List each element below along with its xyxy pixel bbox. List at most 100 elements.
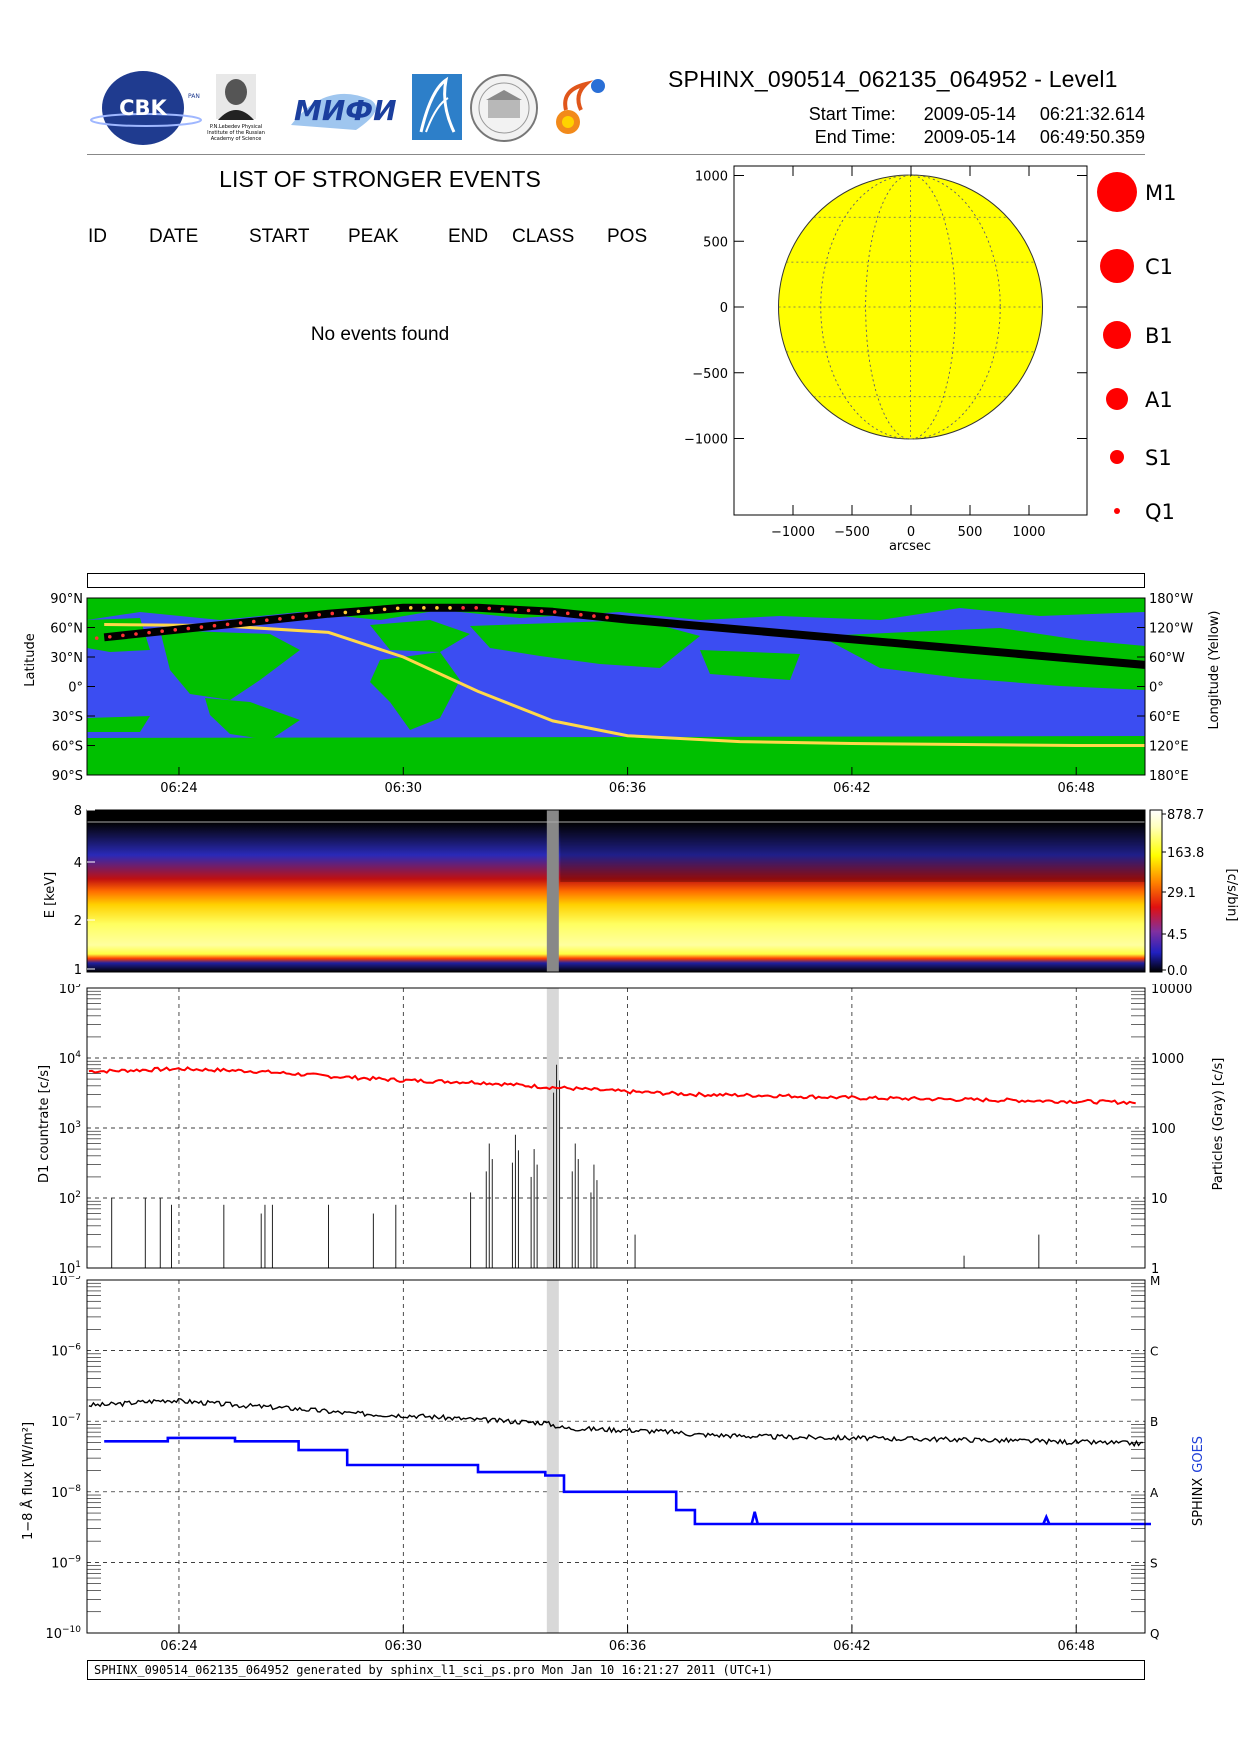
- start-time: 06:21:32.614: [1039, 104, 1145, 124]
- sun-ytick-label: −1000: [684, 433, 728, 448]
- sun-ytick-label: 500: [703, 235, 728, 250]
- flux-class-label: Q: [1150, 1627, 1159, 1641]
- orbit-lon-label: 120°W: [1149, 622, 1193, 637]
- sun-ytick-label: −500: [692, 367, 728, 382]
- flux-class-label: M: [1150, 1276, 1160, 1288]
- orbit-lat-label: 60°S: [52, 740, 83, 755]
- orbit-event-dot: [121, 633, 125, 638]
- countrate-gap-band: [546, 988, 559, 1268]
- countrate-ylabel-right: Particles (Gray) [c/s]: [1211, 1058, 1226, 1191]
- lebedev-logo: P.N.Lebedev Physical Institute of the Ru…: [207, 74, 265, 142]
- svg-text:МИФИ: МИФИ: [294, 94, 397, 127]
- orbit-lon-label: 180°W: [1149, 592, 1193, 607]
- colorbar-tick-label: 163.8: [1167, 846, 1204, 861]
- orbit-event-dot: [265, 618, 269, 623]
- sphinx-flux-line: [88, 1397, 1144, 1448]
- orbit-event-dot: [552, 610, 557, 614]
- end-date: 2009-05-14: [923, 127, 1016, 147]
- size-legend-dot: [1114, 508, 1120, 514]
- orbit-lon-label: 180°E: [1149, 769, 1189, 784]
- flux-time-label: 06:30: [385, 1639, 422, 1654]
- colorbar-tick-label: 878.7: [1167, 808, 1204, 823]
- flux-class-label: C: [1150, 1345, 1158, 1359]
- page-title: SPHINX_090514_062135_064952 - Level1: [668, 66, 1118, 92]
- orbit-event-dot: [304, 614, 308, 618]
- svg-text:P.N.Lebedev Physical: P.N.Lebedev Physical: [210, 124, 262, 130]
- goes-flux-line: [104, 1436, 1151, 1526]
- spectrogram-data-gap: [546, 810, 559, 972]
- flux-class-label: B: [1150, 1415, 1158, 1429]
- svg-text:CBK: CBK: [119, 96, 167, 120]
- countrate-ytick-label-base: 10: [59, 1262, 76, 1276]
- orbit-event-dot: [291, 615, 295, 620]
- header-rule: [87, 154, 1145, 155]
- orbit-event-dot: [238, 621, 243, 625]
- flux-ytick-label-exp: −7: [68, 1413, 81, 1423]
- orbit-event-dot: [186, 626, 191, 631]
- flux-ytick-label: 10−5: [51, 1276, 81, 1289]
- flux-ytick-label-exp: −9: [68, 1554, 82, 1564]
- col-pos: POS: [607, 226, 648, 247]
- orbit-event-dot: [422, 606, 426, 610]
- orbit-lat-label: 90°N: [50, 592, 83, 607]
- orbit-event-dot: [513, 608, 518, 612]
- orbit-land: [87, 736, 1145, 775]
- countrate-ytick-label: 102: [59, 1190, 81, 1207]
- orbit-land: [160, 630, 300, 700]
- sun-xtick-label: 0: [907, 525, 915, 540]
- sun-xtick-label: −1000: [771, 525, 815, 540]
- size-legend-dot: [1100, 249, 1134, 283]
- sun-map: −1000 −500 0 500 1000 1000 500 0 −500 −1000 arcse…: [684, 165, 1088, 554]
- mifi-logo: МИФИ: [291, 93, 397, 130]
- flux-class-label: S: [1150, 1556, 1158, 1570]
- orbit-event-dot: [212, 623, 217, 628]
- countrate-ytick-label-exp: 1: [75, 1260, 81, 1270]
- sun-xtick-label: −500: [834, 525, 870, 540]
- countrate-ytick-right-label: 1000: [1151, 1052, 1184, 1067]
- flux-ytick-label-exp: −10: [62, 1625, 81, 1635]
- orbit-frame: [86, 597, 1146, 776]
- flux-time-label: 06:48: [1057, 1639, 1094, 1654]
- orbit-header-box: [87, 573, 1145, 588]
- col-date: DATE: [149, 226, 199, 247]
- flux-class-label: A: [1150, 1486, 1159, 1500]
- flux-panel: 1−8 Å flux [W/m²] SPHINXGOES 10−510−610−…: [20, 1276, 1206, 1654]
- orbit-event-dot: [278, 617, 282, 621]
- orbit-time-label: 06:42: [833, 781, 870, 796]
- countrate-ylabel-left: D1 countrate [c/s]: [37, 1065, 52, 1183]
- orbit-event-dot: [134, 632, 138, 636]
- countrate-ytick-label-base: 10: [59, 1192, 76, 1207]
- spectrogram-shade: [560, 822, 1145, 882]
- orbit-event-dot: [461, 606, 465, 610]
- colorbar-tick-label: 0.0: [1167, 964, 1188, 979]
- flux-ytick-label: 10−10: [45, 1625, 81, 1642]
- start-time-label: Start Time:: [808, 104, 896, 124]
- countrate-ytick-right-label: 10: [1151, 1192, 1168, 1207]
- size-legend-label: C1: [1145, 255, 1173, 279]
- orbit-event-dot: [317, 612, 321, 617]
- orbit-lat-label: 30°N: [50, 651, 83, 666]
- orbit-panel: Latitude Longitude (Yellow) 90°N 60°N 30°N…: [23, 592, 1222, 796]
- orbit-lon-label: 60°E: [1149, 710, 1180, 725]
- svg-text:PAN: PAN: [188, 93, 200, 100]
- orbit-event-dot: [487, 606, 492, 611]
- countrate-ytick-label-base: 10: [59, 1122, 76, 1137]
- colorbar-tick-label: 29.1: [1167, 886, 1196, 901]
- spectrogram-ytick-label: 8: [74, 804, 82, 819]
- flux-ytick-label: 10−9: [51, 1554, 81, 1571]
- orbit-event-dot: [592, 614, 596, 618]
- orbit-longitude-line: [104, 623, 1145, 747]
- spectrogram-ylabel: E [keV]: [43, 872, 58, 918]
- col-class: CLASS: [512, 226, 575, 247]
- sun-xtick-label: 1000: [1012, 525, 1045, 540]
- flux-ylabel-sphinx: SPHINX: [1191, 1478, 1206, 1526]
- logos-svg: CBK PAN P.N.Lebedev Physical Institute o…: [90, 71, 605, 145]
- countrate-ytick-label-exp: 2: [75, 1190, 81, 1200]
- colorbar: [1149, 809, 1163, 973]
- no-events-message: No events found: [310, 324, 450, 345]
- countrate-ytick-label: 103: [59, 1120, 81, 1137]
- size-legend-label: A1: [1145, 388, 1173, 412]
- svg-text:Institute of the Russian: Institute of the Russian: [207, 130, 265, 136]
- flux-ytick-label-base: 10: [51, 1556, 68, 1571]
- countrate-ytick-label: 105: [59, 984, 81, 997]
